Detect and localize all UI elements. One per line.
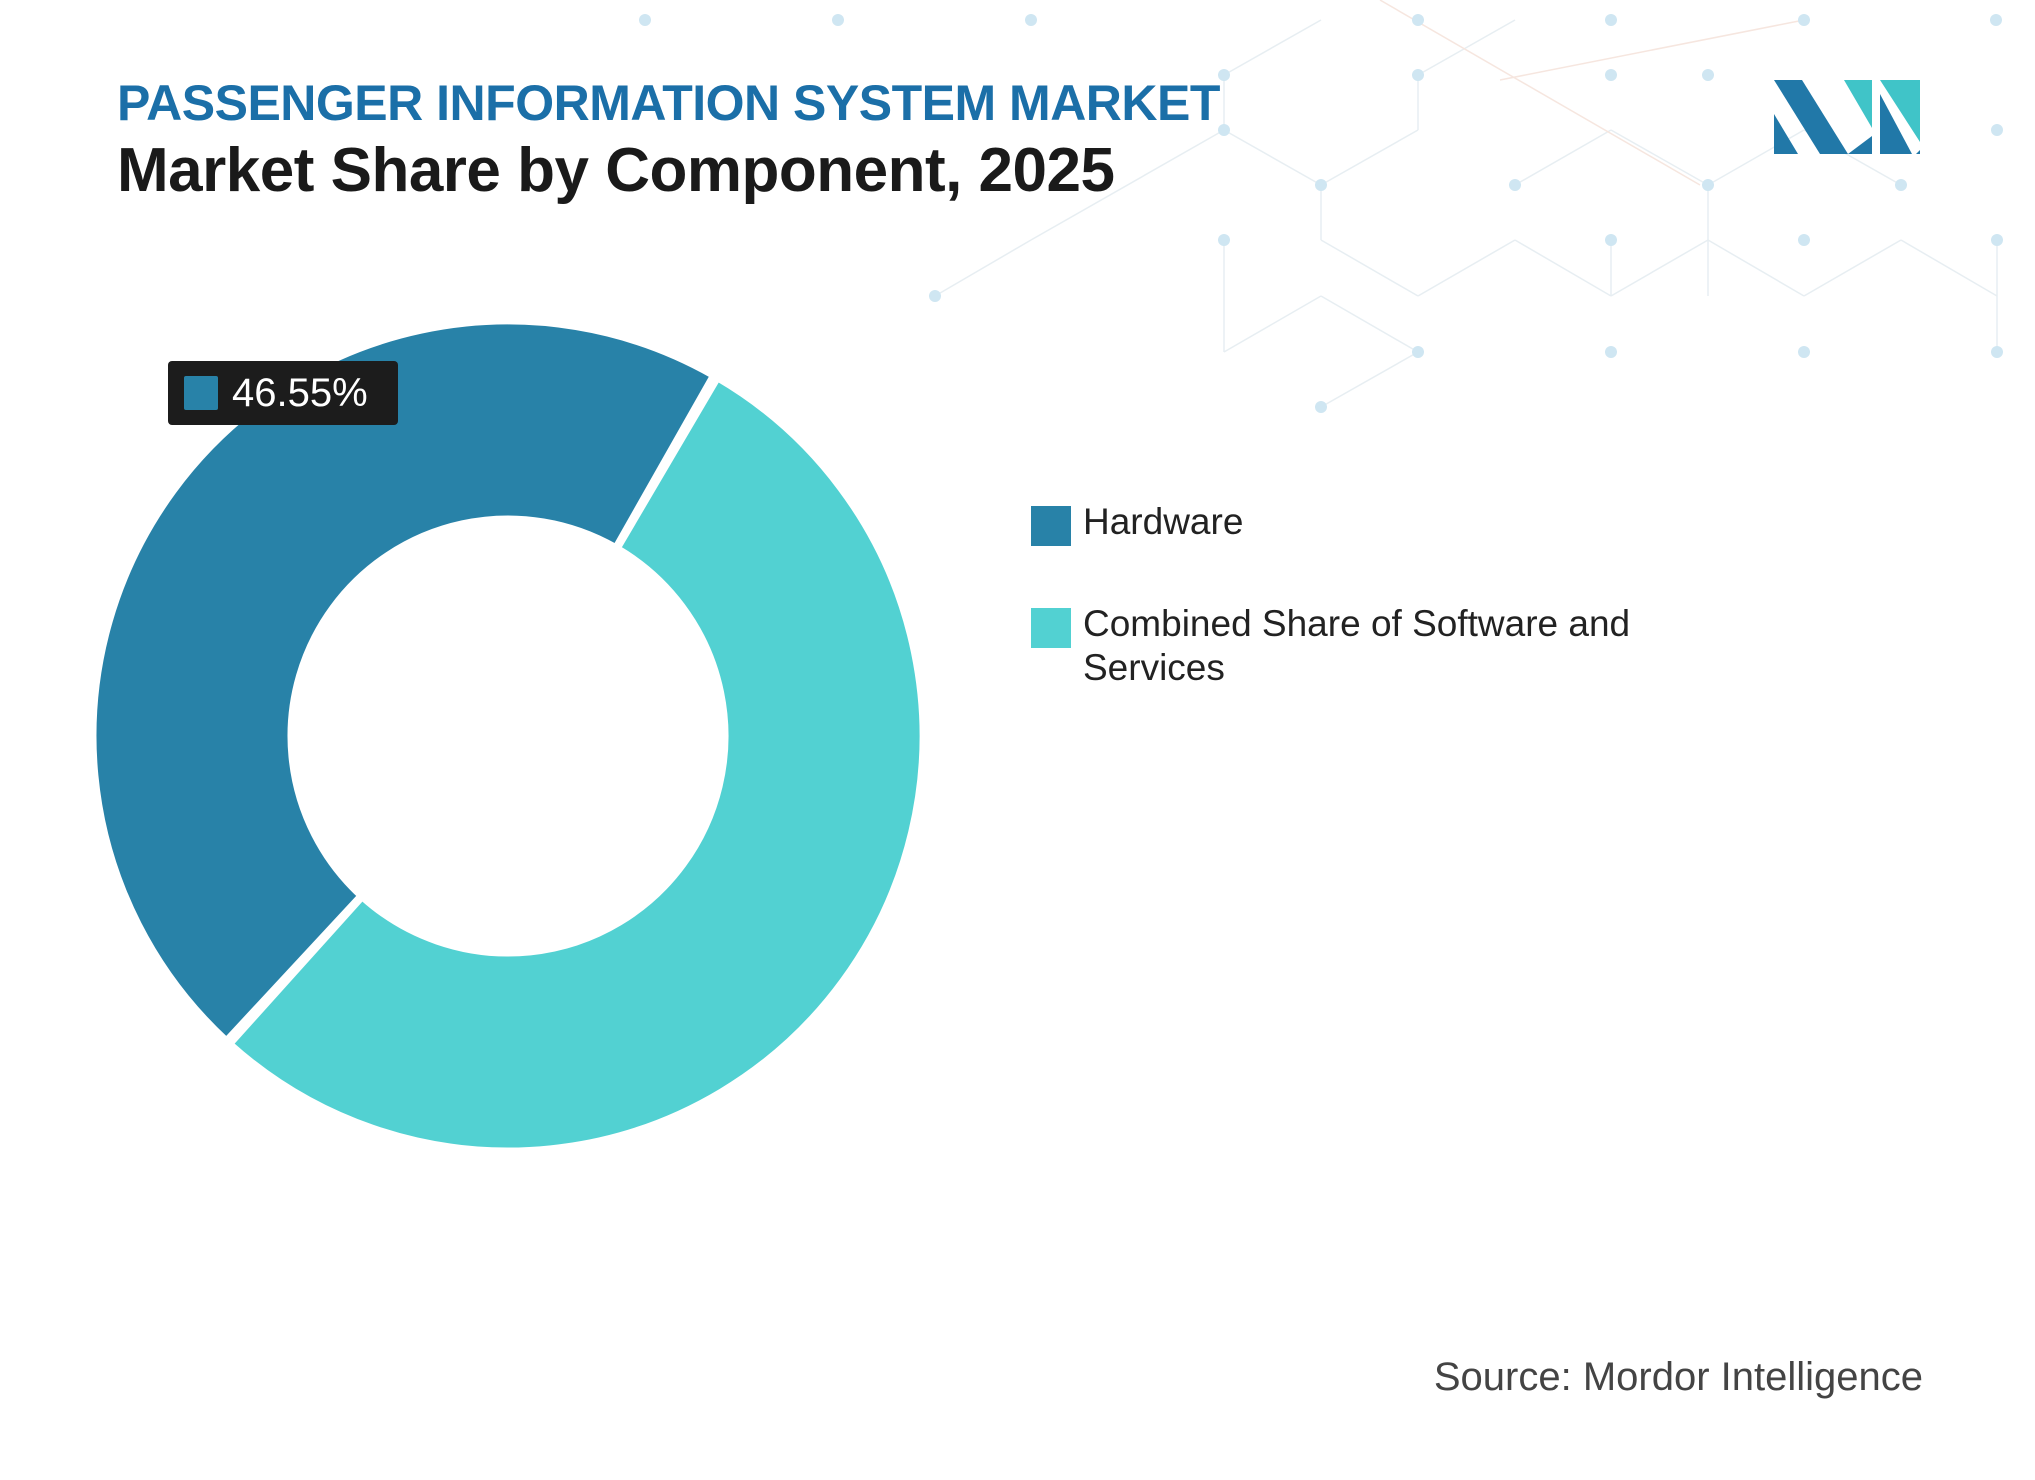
data-label-hardware: 46.55%: [168, 361, 398, 425]
chart-legend: Hardware Combined Share of Software and …: [1031, 500, 1751, 746]
legend-item-software-services: Combined Share of Software and Services: [1031, 602, 1751, 690]
background-network-pattern: [639, 0, 2003, 413]
legend-swatch-hardware: [1031, 506, 1071, 546]
legend-label-hardware: Hardware: [1083, 501, 1244, 542]
data-label-text: 46.55%: [232, 371, 368, 415]
mordor-intelligence-logo-icon: [1774, 80, 1920, 154]
legend-item-hardware: Hardware: [1031, 500, 1751, 546]
legend-label-software-services: Combined Share of Software and Services: [1083, 603, 1631, 688]
donut-slice-software-services: [227, 375, 925, 1153]
legend-swatch-software-services: [1031, 608, 1071, 648]
chart-title: Market Share by Component, 2025: [117, 136, 1115, 205]
donut-chart: 46.55%: [91, 319, 925, 1153]
donut-slice-hardware: [91, 319, 716, 1043]
data-label-swatch: [184, 376, 218, 410]
data-label-background: [168, 361, 398, 425]
chart-supertitle: PASSENGER INFORMATION SYSTEM MARKET: [117, 75, 1220, 131]
source-note: Source: Mordor Intelligence: [1433, 1355, 1923, 1399]
